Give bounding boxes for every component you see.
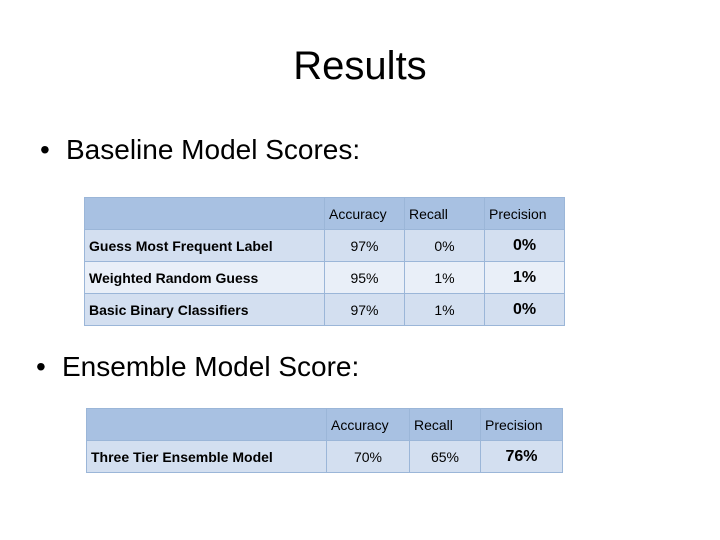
bullet-ensemble-score: • Ensemble Model Score:: [36, 350, 359, 384]
recall-cell: 0%: [404, 229, 485, 262]
bullet-text: Baseline Model Scores:: [66, 134, 361, 165]
bullet-dot: •: [40, 134, 50, 165]
precision-cell: 1%: [484, 261, 565, 294]
table-row: Three Tier Ensemble Model 70% 65% 76%: [86, 440, 563, 473]
header-cell-accuracy: Accuracy: [324, 197, 405, 230]
header-cell-empty: [86, 408, 327, 441]
header-cell-recall: Recall: [404, 197, 485, 230]
bullet-text: Ensemble Model Score:: [62, 351, 360, 382]
table-row: Guess Most Frequent Label 97% 0% 0%: [84, 229, 565, 262]
bullet-dot: •: [36, 351, 46, 382]
table-row: Basic Binary Classifiers 97% 1% 0%: [84, 293, 565, 326]
accuracy-cell: 95%: [324, 261, 405, 294]
header-cell-precision: Precision: [480, 408, 563, 441]
accuracy-cell: 70%: [326, 440, 410, 473]
row-label: Three Tier Ensemble Model: [86, 440, 327, 473]
header-cell-empty: [84, 197, 325, 230]
header-cell-precision: Precision: [484, 197, 565, 230]
table-header-row: Accuracy Recall Precision: [86, 408, 563, 441]
bullet-baseline-scores: • Baseline Model Scores:: [40, 133, 360, 167]
header-cell-accuracy: Accuracy: [326, 408, 410, 441]
recall-cell: 1%: [404, 293, 485, 326]
precision-cell: 0%: [484, 229, 565, 262]
header-cell-recall: Recall: [409, 408, 481, 441]
precision-cell: 76%: [480, 440, 563, 473]
accuracy-cell: 97%: [324, 229, 405, 262]
table-header-row: Accuracy Recall Precision: [84, 197, 565, 230]
recall-cell: 1%: [404, 261, 485, 294]
precision-cell: 0%: [484, 293, 565, 326]
row-label: Weighted Random Guess: [84, 261, 325, 294]
row-label: Guess Most Frequent Label: [84, 229, 325, 262]
table-row: Weighted Random Guess 95% 1% 1%: [84, 261, 565, 294]
baseline-scores-table: Accuracy Recall Precision Guess Most Fre…: [84, 197, 565, 326]
slide-title: Results: [293, 44, 427, 88]
recall-cell: 65%: [409, 440, 481, 473]
ensemble-score-table: Accuracy Recall Precision Three Tier Ens…: [86, 408, 563, 473]
row-label: Basic Binary Classifiers: [84, 293, 325, 326]
accuracy-cell: 97%: [324, 293, 405, 326]
